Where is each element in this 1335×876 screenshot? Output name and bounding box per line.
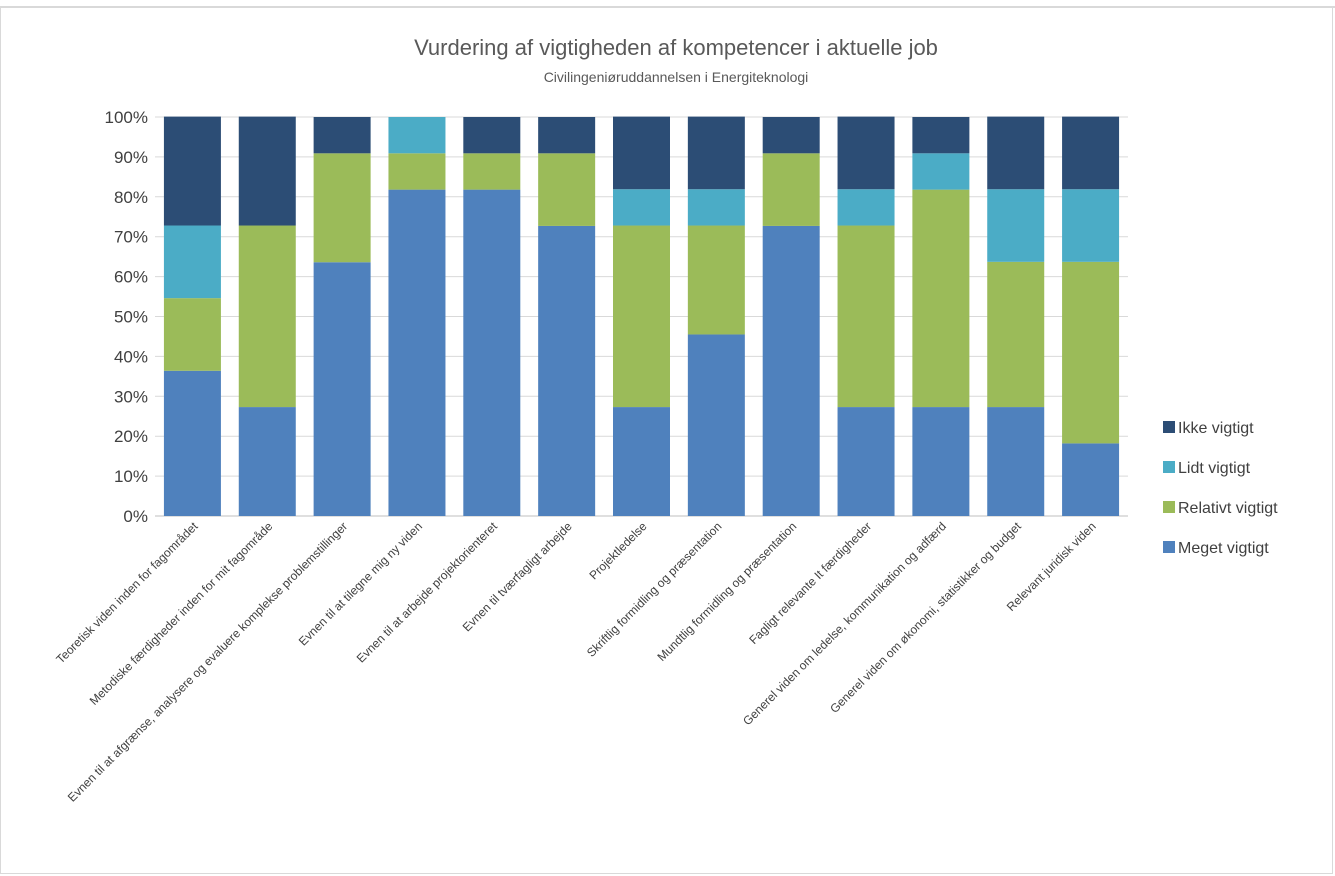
legend-swatch: [1163, 461, 1175, 473]
bar-segment: [313, 153, 371, 263]
x-tick-label: Evnen til at arbejde projektorienteret: [354, 519, 501, 666]
y-tick-label: 60%: [114, 268, 148, 287]
legend-swatch: [1163, 541, 1175, 553]
y-tick-label: 80%: [114, 188, 148, 207]
bar-segment: [1062, 443, 1120, 516]
bar-segment: [762, 117, 820, 154]
bar-segment: [687, 225, 745, 335]
bar-segment: [538, 117, 596, 154]
bar-segment: [613, 189, 670, 226]
bar-segment: [837, 116, 895, 190]
x-tick-label: Teoretisk viden inden for fagområdet: [53, 519, 201, 667]
bar-segment: [163, 225, 221, 299]
bar-segment: [1062, 189, 1120, 262]
bar-segment: [238, 116, 296, 226]
y-tick-label: 30%: [114, 387, 148, 406]
y-tick-label: 100%: [105, 108, 148, 127]
y-axis-ticks: 0% 10% 20% 30% 40% 50% 60% 70% 80% 90% 100%: [105, 108, 148, 526]
legend: Ikke vigtigt Lidt vigtigt Relativt vigtigt…: [1163, 420, 1278, 557]
x-axis-labels: Teoretisk viden inden for fagområdetMeto…: [53, 519, 1098, 805]
bar-segment: [313, 117, 371, 154]
bar-segment: [1062, 116, 1120, 190]
y-tick-label: 20%: [114, 427, 148, 446]
top-border: [0, 0, 1335, 8]
chart-title: Vurdering af vigtigheden af kompetencer …: [414, 35, 938, 60]
bar-segment: [238, 407, 296, 516]
bar-segment: [388, 189, 446, 517]
bar-segment: [837, 407, 895, 516]
y-tick-label: 0%: [123, 507, 148, 526]
bar-segment: [538, 153, 596, 226]
bar-segment: [687, 334, 745, 516]
bar-segment: [837, 225, 895, 408]
x-tick-label: Projektledelse: [586, 519, 649, 582]
bar-segment: [912, 407, 970, 516]
bar-segment: [687, 189, 745, 226]
bar-segment: [238, 225, 296, 408]
bar-segment: [687, 116, 745, 190]
bars: [163, 116, 1120, 517]
bar-segment: [613, 116, 670, 190]
bar-segment: [463, 117, 521, 154]
bar-segment: [987, 189, 1045, 262]
x-tick-label: Fagligt relevante It færdigheder: [746, 519, 874, 647]
bar-segment: [613, 225, 670, 408]
bar-segment: [912, 189, 970, 408]
bar-segment: [388, 117, 446, 154]
bar-segment: [987, 116, 1045, 190]
bar-segment: [987, 261, 1045, 408]
chart-subtitle: Civilingeniøruddannelsen i Energiteknolo…: [544, 69, 809, 85]
y-tick-label: 50%: [114, 308, 148, 327]
y-tick-label: 90%: [114, 148, 148, 167]
legend-label: Relativt vigtigt: [1178, 500, 1278, 517]
bar-segment: [762, 153, 820, 226]
bar-segment: [987, 407, 1045, 516]
bar-segment: [912, 153, 970, 190]
bar-segment: [762, 225, 820, 516]
y-tick-label: 40%: [114, 347, 148, 366]
x-tick-label: Mundtlig formidling og præsentation: [655, 519, 800, 664]
legend-label: Lidt vigtigt: [1178, 460, 1251, 477]
bar-segment: [912, 117, 970, 154]
bar-segment: [163, 370, 221, 516]
bar-segment: [163, 298, 221, 371]
y-tick-label: 70%: [114, 228, 148, 247]
bar-segment: [313, 262, 371, 516]
bar-segment: [463, 153, 521, 190]
bar-segment: [163, 116, 221, 226]
x-tick-label: Evnen til at tilegne mig ny viden: [296, 519, 425, 648]
legend-swatch: [1163, 421, 1175, 433]
bar-segment: [463, 189, 521, 517]
y-tick-label: 10%: [114, 467, 148, 486]
x-tick-label: Evnen til at afgrænse, analysere og eval…: [65, 519, 350, 804]
bar-segment: [388, 153, 446, 190]
bar-segment: [1062, 261, 1120, 444]
bar-segment: [538, 225, 596, 516]
legend-label: Ikke vigtigt: [1178, 420, 1254, 437]
bar-segment: [837, 189, 895, 226]
legend-swatch: [1163, 501, 1175, 513]
legend-label: Meget vigtigt: [1178, 540, 1269, 557]
x-tick-label: Skriftlig formidling og præsentation: [584, 519, 725, 660]
bar-segment: [613, 407, 670, 516]
